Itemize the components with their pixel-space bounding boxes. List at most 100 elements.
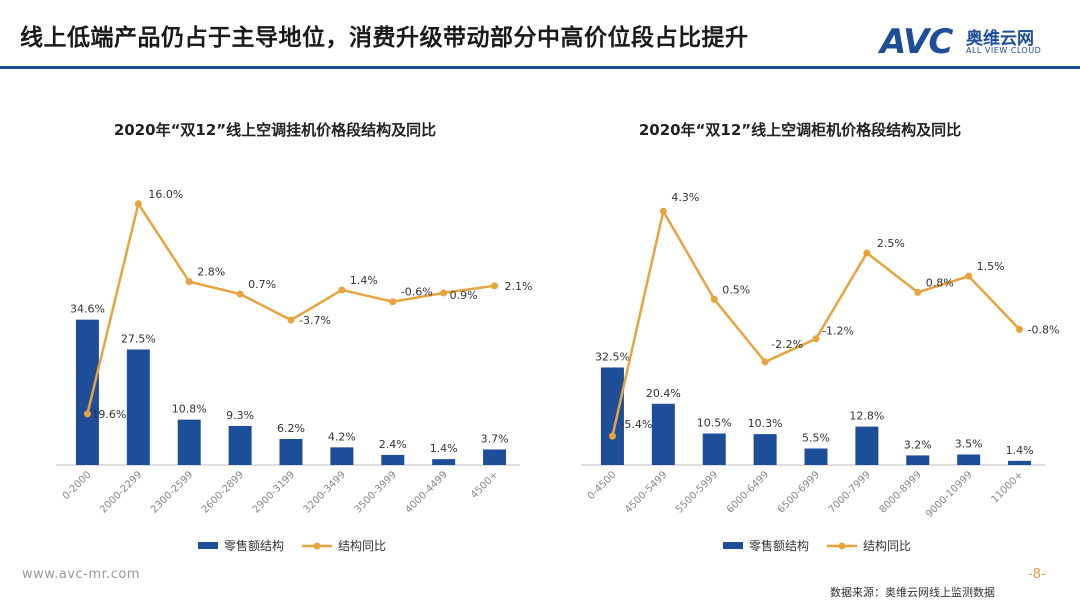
line-label-5: 1.4% <box>350 274 378 287</box>
data-source: 数据来源：奥维云网线上监测数据 <box>830 586 995 599</box>
line-point-8 <box>1016 325 1024 333</box>
chart-title: 2020年“双12”线上空调柜机价格段结构及同比 <box>639 121 961 139</box>
line-label-6: 0.8% <box>926 276 954 289</box>
page-title: 线上低端产品仍占于主导地位，消费升级带动部分中高价位段占比提升 <box>20 25 749 51</box>
bar-label-6: 2.4% <box>379 438 407 451</box>
bar-8 <box>1008 460 1032 465</box>
chart-floor-unit-svg: 2020年“双12”线上空调柜机价格段结构及同比 32.5% 0-4500 20.4%… <box>581 121 1060 553</box>
chart-title: 2020年“双12”线上空调挂机价格段结构及同比 <box>114 121 436 139</box>
legend-line-marker <box>838 542 846 550</box>
bar-3 <box>753 434 777 465</box>
bar-label-4: 6.2% <box>277 422 305 435</box>
bar-label-1: 20.4% <box>646 387 681 400</box>
bar-2 <box>177 419 201 465</box>
bar-4 <box>804 448 828 465</box>
x-tick-label-3: 2600-2899 <box>200 469 246 515</box>
line-point-8 <box>491 282 499 290</box>
legend-bar-label: 零售额结构 <box>749 538 809 553</box>
legend-bar-label: 零售额结构 <box>224 538 284 553</box>
line-point-2 <box>710 295 718 303</box>
x-tick-label-8: 11000+ <box>989 469 1025 505</box>
x-tick-label-0: 0-2000 <box>61 469 94 502</box>
x-tick-label-4: 2900-3199 <box>251 469 297 515</box>
x-tick-label-7: 9000-10999 <box>924 469 975 520</box>
x-tick-label-4: 6500-6999 <box>776 469 822 515</box>
line-label-4: -3.7% <box>299 314 331 327</box>
line-label-4: -1.2% <box>822 325 854 338</box>
legend-line-marker <box>313 542 321 550</box>
line-label-3: 0.7% <box>248 278 276 291</box>
bar-7 <box>957 454 981 465</box>
x-tick-label-6: 8000-8999 <box>878 469 924 515</box>
bar-4 <box>279 438 303 465</box>
line-point-5 <box>338 286 346 294</box>
x-tick-label-6: 3500-3999 <box>353 469 399 515</box>
logo-en-name: ALL VIEW CLOUD <box>966 46 1042 55</box>
line-label-7: 0.9% <box>450 289 478 302</box>
line-point-5 <box>863 249 871 257</box>
bar-1 <box>651 403 675 465</box>
bar-5 <box>855 426 879 465</box>
x-tick-label-5: 7000-7999 <box>827 469 873 515</box>
line-label-1: 16.0% <box>148 188 183 201</box>
line-point-3 <box>761 358 769 366</box>
x-tick-label-5: 3200-3499 <box>302 469 348 515</box>
line-series-path <box>611 207 1021 437</box>
line-point-3 <box>236 290 244 298</box>
line-label-5: 2.5% <box>877 237 905 250</box>
bar-label-3: 10.3% <box>748 417 783 430</box>
bar-2 <box>702 433 726 465</box>
line-label-8: -0.8% <box>1028 323 1060 336</box>
line-point-0 <box>83 410 91 418</box>
legend-bar-swatch <box>723 542 743 549</box>
x-tick-label-1: 2000-2299 <box>98 469 144 515</box>
line-label-2: 2.8% <box>197 266 225 279</box>
line-label-1: 4.3% <box>671 191 699 204</box>
bar-8 <box>483 449 507 465</box>
bar-label-0: 34.6% <box>70 303 105 316</box>
legend-line-label: 结构同比 <box>338 538 386 553</box>
bar-1 <box>126 349 150 465</box>
bar-label-8: 1.4% <box>1006 444 1034 457</box>
bar-0 <box>75 319 99 465</box>
bar-6 <box>906 455 930 465</box>
line-point-1 <box>134 200 142 208</box>
bar-label-6: 3.2% <box>904 438 932 451</box>
bar-label-8: 3.7% <box>481 432 509 445</box>
bar-label-7: 1.4% <box>430 442 458 455</box>
x-tick-label-7: 4000-4499 <box>403 469 449 515</box>
line-label-0: -5.4% <box>620 418 652 431</box>
bar-5 <box>330 447 354 465</box>
line-label-0: 19.6% <box>91 408 126 421</box>
line-label-3: -2.2% <box>771 338 803 351</box>
chart-floor-unit: 2020年“双12”线上空调柜机价格段结构及同比 32.5% 0-4500 20.4%… <box>535 110 1065 570</box>
logo-cn-name: 奥维云网 <box>966 29 1034 49</box>
line-point-6 <box>914 288 922 296</box>
bar-label-5: 12.8% <box>849 410 884 423</box>
bar-0 <box>600 367 624 465</box>
legend-bar-swatch <box>198 542 218 549</box>
bar-label-3: 9.3% <box>226 409 254 422</box>
line-point-0 <box>608 432 616 440</box>
bar-label-5: 4.2% <box>328 430 356 443</box>
line-label-6: -0.6% <box>401 286 433 299</box>
line-point-6 <box>389 298 397 306</box>
logo: AVC 奥维云网 ALL VIEW CLOUD <box>880 22 1060 62</box>
line-label-7: 1.5% <box>977 260 1005 273</box>
chart-wall-unit: 2020年“双12”线上空调挂机价格段结构及同比 34.6% 0-2000 27.5%… <box>10 110 540 570</box>
x-tick-label-3: 6000-6499 <box>725 469 771 515</box>
line-point-4 <box>287 316 295 324</box>
footer-url: www.avc-mr.com <box>22 567 141 582</box>
bar-label-0: 32.5% <box>595 351 630 364</box>
legend-line-label: 结构同比 <box>863 538 911 553</box>
chart-wall-unit-svg: 2020年“双12”线上空调挂机价格段结构及同比 34.6% 0-2000 27.5%… <box>56 121 533 553</box>
logo-mark: AVC <box>880 22 953 62</box>
page-number: -8- <box>1028 567 1046 582</box>
line-point-2 <box>185 278 193 286</box>
x-tick-label-2: 5500-5999 <box>674 469 720 515</box>
bar-7 <box>432 459 456 465</box>
x-tick-label-0: 0-4500 <box>586 469 619 502</box>
line-point-7 <box>965 272 973 280</box>
bar-label-1: 27.5% <box>121 333 156 346</box>
bar-label-2: 10.8% <box>172 403 207 416</box>
